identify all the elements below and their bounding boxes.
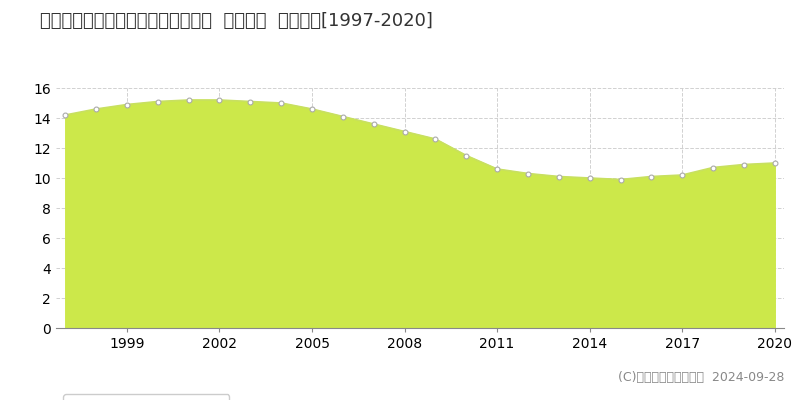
Text: (C)土地価格ドットコム  2024-09-28: (C)土地価格ドットコム 2024-09-28 — [618, 371, 784, 384]
Legend: 基準地価  平均坪単価(万円/坪): 基準地価 平均坪単価(万円/坪) — [63, 394, 230, 400]
Text: 岩手県北上市上野町１丁目７２番２  基準地価  地価推移[1997-2020]: 岩手県北上市上野町１丁目７２番２ 基準地価 地価推移[1997-2020] — [40, 12, 433, 30]
